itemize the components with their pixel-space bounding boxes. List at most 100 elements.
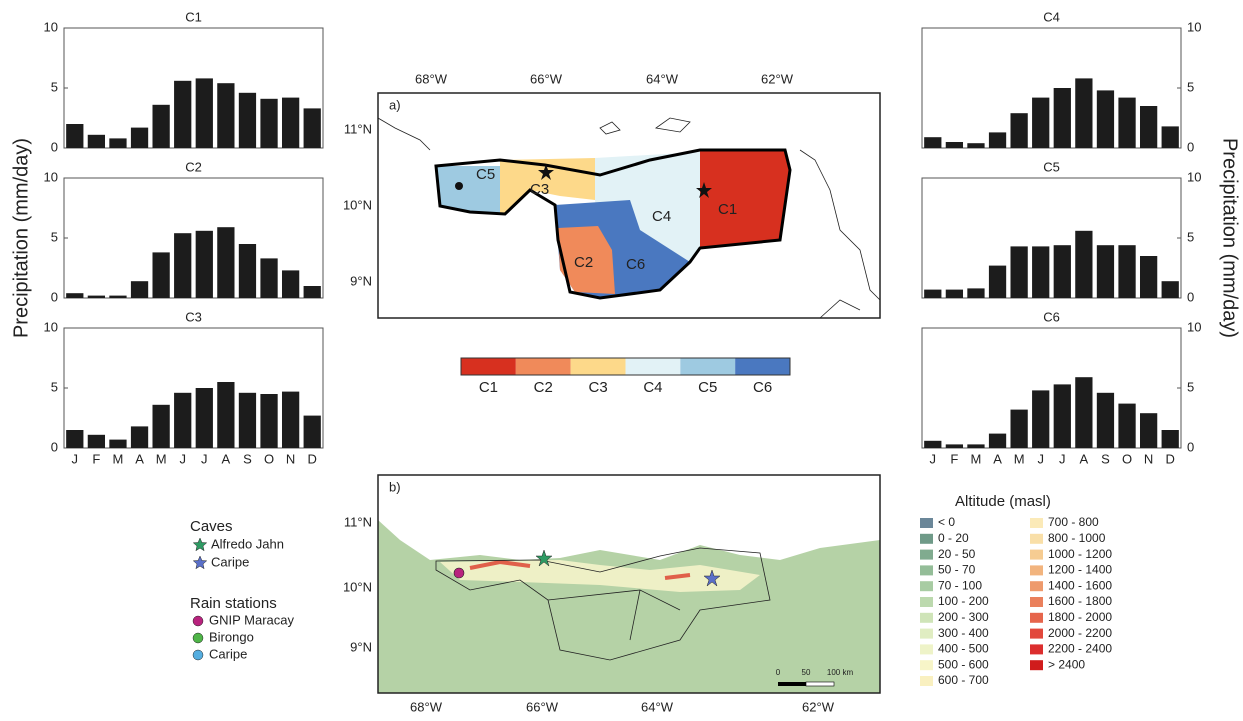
- lat-tick-label: 9°N: [350, 639, 372, 654]
- x-tick-label: S: [1101, 451, 1110, 466]
- y-axis-label: Precipitation (mm/day): [1219, 138, 1241, 338]
- x-tick-label: M: [156, 451, 167, 466]
- legend-label: Caripe: [211, 554, 249, 569]
- region-label: C6: [626, 256, 645, 273]
- bar: [239, 393, 256, 448]
- legend-swatch: [1030, 565, 1043, 575]
- bar: [217, 382, 234, 448]
- y-tick-label: 5: [51, 229, 58, 244]
- legend-swatch: [920, 550, 933, 560]
- legend-label: 2000 - 2200: [1048, 626, 1112, 640]
- bar: [217, 83, 234, 148]
- bar: [1162, 430, 1179, 448]
- bar: [989, 266, 1006, 298]
- region-label: C3: [530, 181, 549, 198]
- x-tick-label: D: [308, 451, 317, 466]
- lon-tick-label: 68°W: [410, 699, 443, 714]
- legend-swatch: [1030, 597, 1043, 607]
- bar: [66, 124, 83, 148]
- bar: [196, 231, 213, 298]
- legend-label: 400 - 500: [938, 642, 989, 656]
- legend-label: 1800 - 2000: [1048, 610, 1112, 624]
- chart-title: C4: [1043, 9, 1060, 24]
- y-tick-label: 10: [44, 169, 58, 184]
- panel-label: b): [389, 479, 401, 494]
- bar: [282, 270, 299, 298]
- colorbar-swatch: [680, 358, 735, 375]
- bar: [946, 444, 963, 448]
- legend-label: 2200 - 2400: [1048, 642, 1112, 656]
- bar: [88, 135, 105, 148]
- x-tick-label: J: [1059, 451, 1066, 466]
- y-tick-label: 10: [1187, 169, 1201, 184]
- bar: [196, 388, 213, 448]
- x-tick-label: O: [1122, 451, 1132, 466]
- y-tick-label: 10: [1187, 19, 1201, 34]
- lon-tick-label: 68°W: [415, 71, 448, 86]
- bar: [967, 143, 984, 148]
- region-label: C4: [652, 208, 671, 225]
- legend-marker: [193, 633, 203, 643]
- region-label: C1: [718, 201, 737, 218]
- bar: [174, 393, 191, 448]
- x-tick-label: A: [135, 451, 144, 466]
- legend-swatch: [920, 565, 933, 575]
- lon-tick-label: 66°W: [526, 699, 559, 714]
- bar: [1118, 98, 1135, 148]
- x-tick-label: J: [1037, 451, 1044, 466]
- chart-title: C5: [1043, 159, 1060, 174]
- colorbar: C1C2C3C4C5C6: [461, 358, 790, 396]
- colorbar-label: C2: [534, 379, 553, 396]
- legend-label: 300 - 400: [938, 626, 989, 640]
- bar: [1032, 98, 1049, 148]
- bar: [239, 244, 256, 298]
- bar: [217, 227, 234, 298]
- legend-label: Alfredo Jahn: [211, 536, 284, 551]
- bar: [924, 290, 941, 298]
- legend-label: 1200 - 1400: [1048, 563, 1112, 577]
- bar: [304, 108, 321, 148]
- x-tick-label: N: [286, 451, 295, 466]
- legend-swatch: [920, 644, 933, 654]
- legend-marker: [193, 650, 203, 660]
- lon-tick-label: 64°W: [641, 699, 674, 714]
- bar: [946, 142, 963, 148]
- legend-marker: [193, 616, 203, 626]
- bar: [282, 98, 299, 148]
- lat-tick-label: 10°N: [343, 579, 372, 594]
- chart-title: C1: [185, 9, 202, 24]
- bar: [924, 137, 941, 148]
- map-a: a) 68°W 66°W 64°W 62°W 11°N 10°N 9°N C5 …: [343, 71, 880, 318]
- bar: [989, 434, 1006, 448]
- y-tick-label: 0: [1187, 439, 1194, 454]
- bar: [1162, 281, 1179, 298]
- colorbar-swatch: [735, 358, 790, 375]
- legend-swatch: [1030, 644, 1043, 654]
- lon-tick-label: 62°W: [761, 71, 794, 86]
- region-label: C5: [476, 166, 495, 183]
- legend-swatch: [1030, 629, 1043, 639]
- bar: [1075, 78, 1092, 148]
- bar: [967, 288, 984, 298]
- region-c1: [700, 150, 790, 248]
- legend-swatch: [920, 676, 933, 686]
- x-tick-label: A: [222, 451, 231, 466]
- legend-label: 600 - 700: [938, 673, 989, 687]
- bar: [152, 105, 169, 148]
- bar: [1054, 88, 1071, 148]
- sea: [378, 475, 880, 560]
- colorbar-swatch: [626, 358, 681, 375]
- colorbar-label: C1: [479, 379, 498, 396]
- panel-label: a): [389, 97, 401, 112]
- legend-swatch: [920, 581, 933, 591]
- scale-bar: [778, 682, 806, 686]
- bar: [152, 405, 169, 448]
- bar: [1054, 245, 1071, 298]
- legend-label: 20 - 50: [938, 547, 976, 561]
- x-tick-label: F: [92, 451, 100, 466]
- x-tick-label: A: [1080, 451, 1089, 466]
- bar: [1097, 393, 1114, 448]
- bar: [1140, 106, 1157, 148]
- legend-swatch: [1030, 660, 1043, 670]
- bar: [260, 394, 277, 448]
